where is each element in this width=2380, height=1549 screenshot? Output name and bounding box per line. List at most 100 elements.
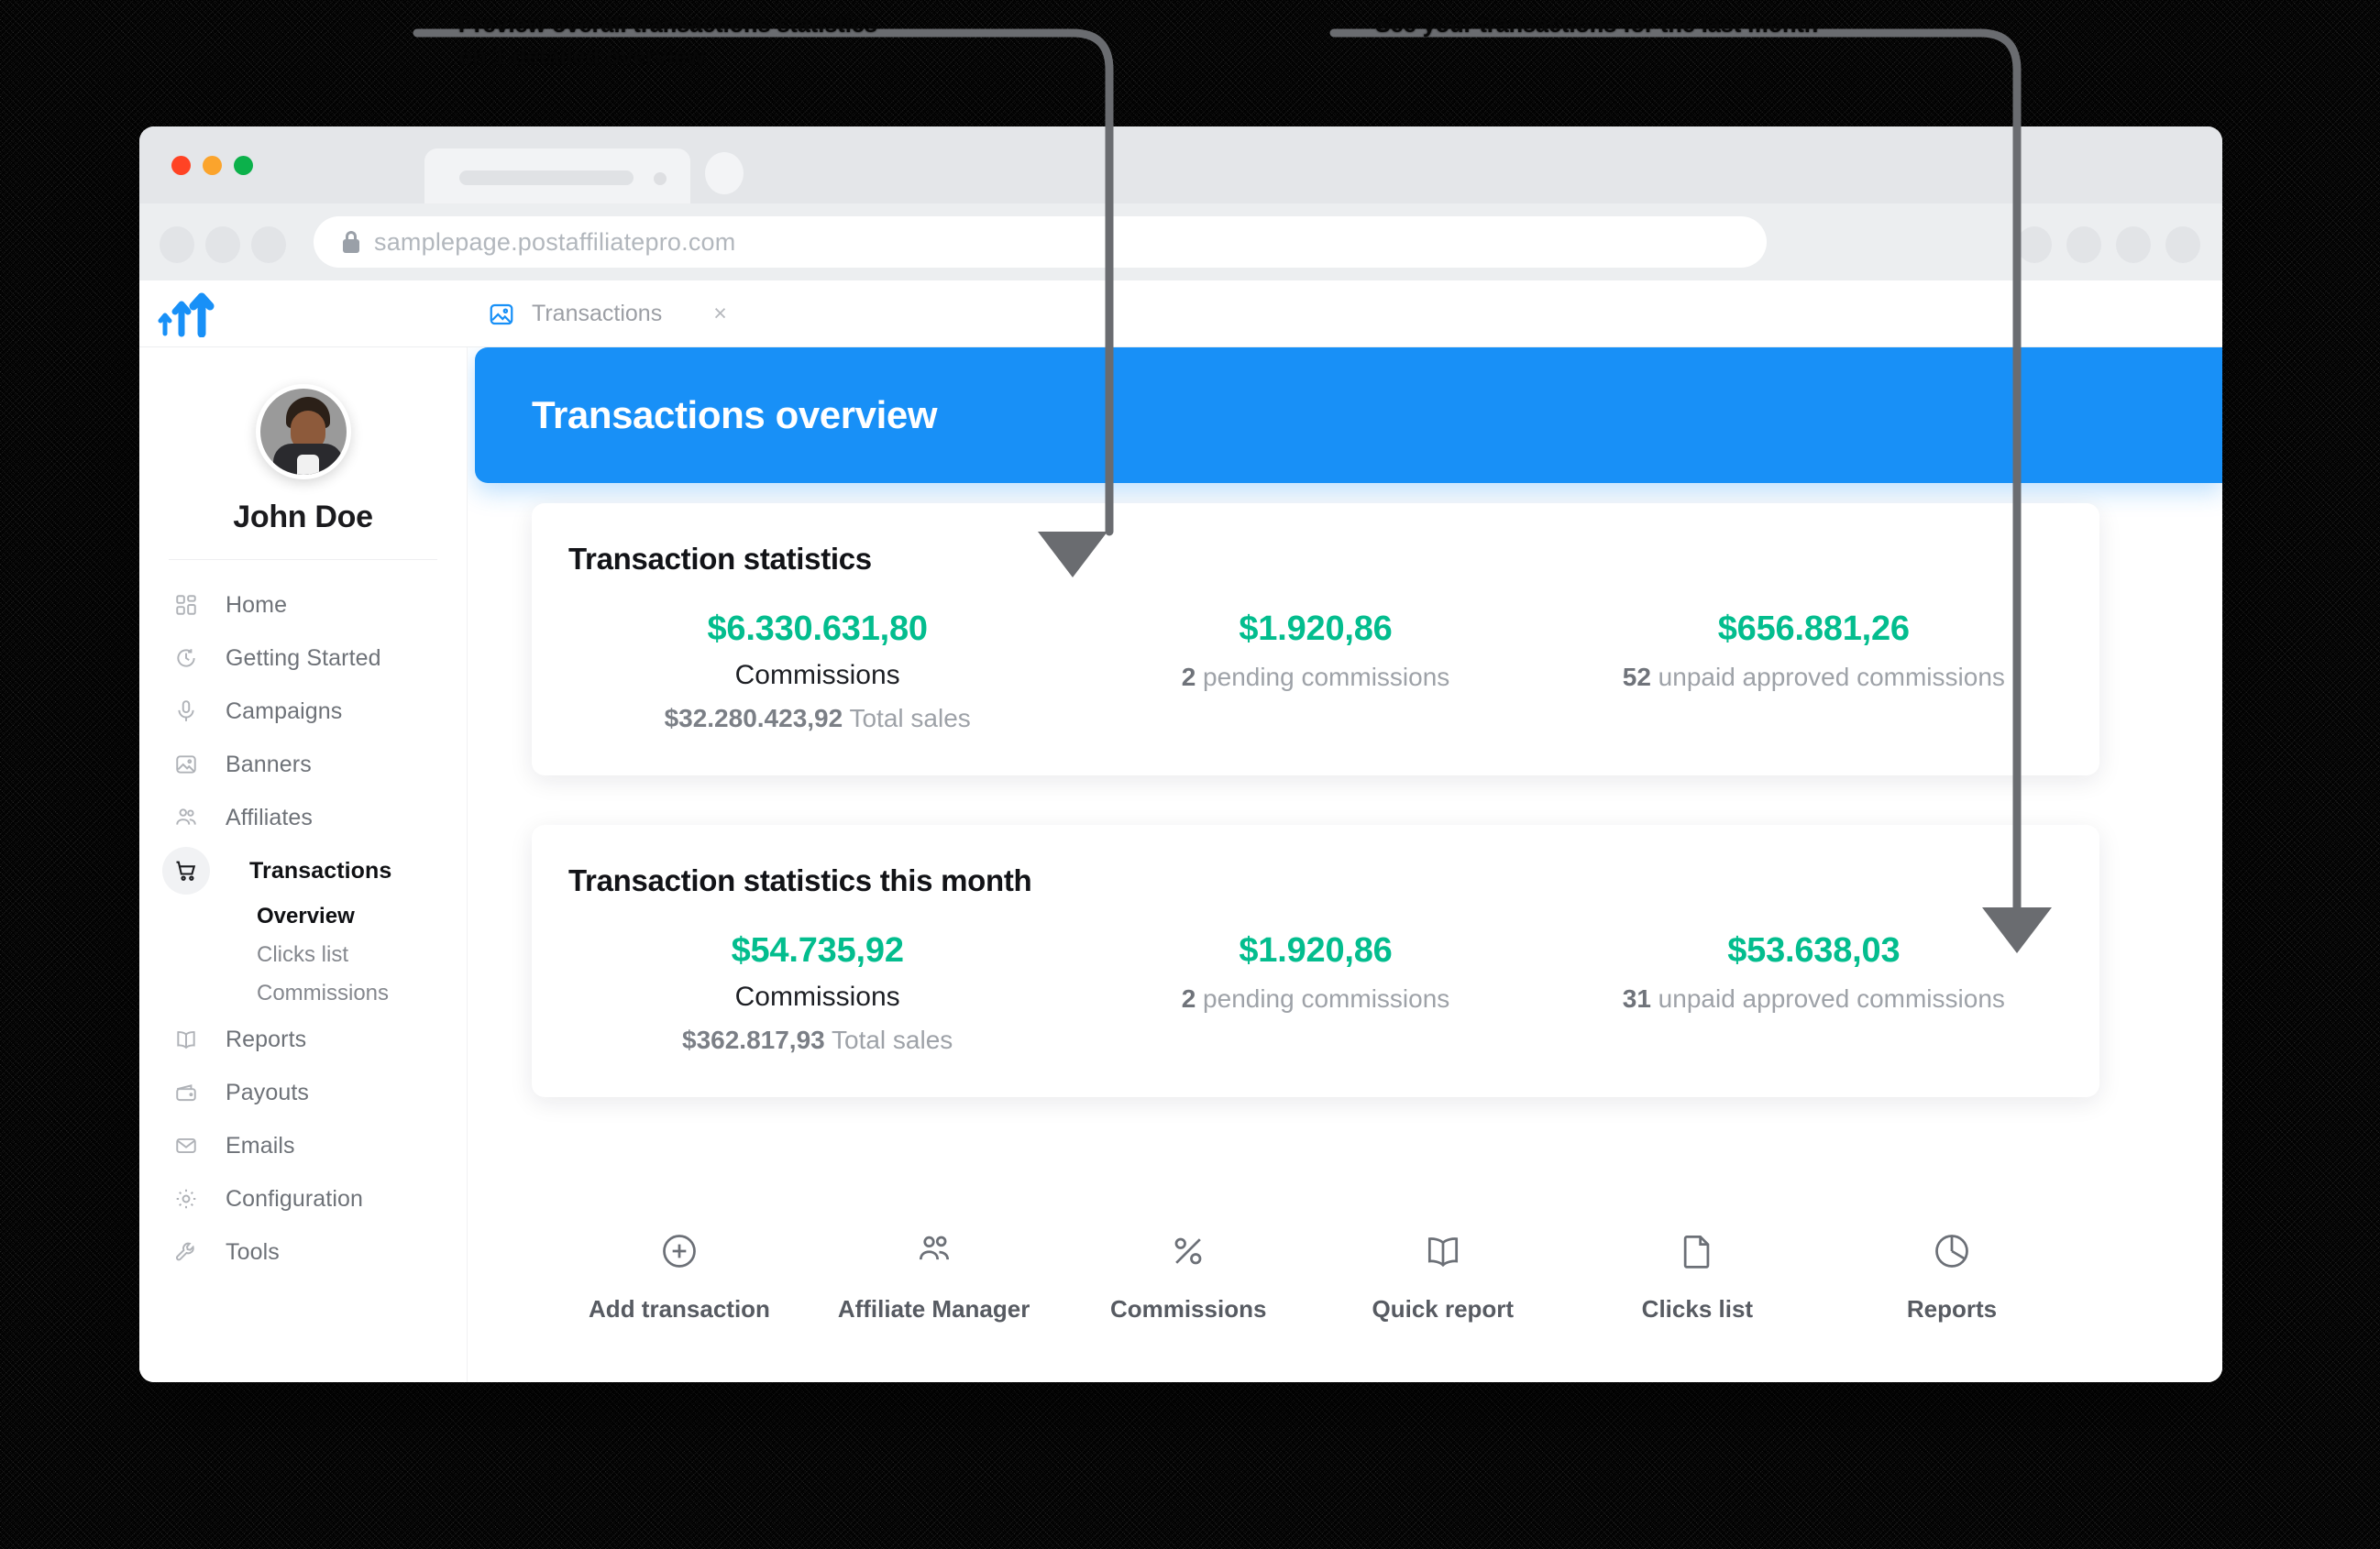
lock-icon — [343, 231, 359, 253]
user-profile[interactable]: John Doe — [139, 347, 467, 535]
browser-tab-close-icon[interactable] — [654, 172, 667, 185]
sidebar-item-label: Emails — [226, 1132, 295, 1159]
forward-button[interactable] — [205, 226, 240, 263]
image-icon — [488, 301, 515, 328]
bookmark-button[interactable] — [2066, 226, 2101, 263]
quick-actions-bar: Add transaction Affiliate Manager — [532, 1227, 2099, 1324]
card-transaction-statistics-this-month: Transaction statistics this month $54.73… — [532, 825, 2099, 1097]
stat-sub-text: Total sales — [824, 1026, 953, 1054]
card-title: Transaction statistics this month — [568, 863, 1032, 897]
avatar — [255, 384, 351, 479]
action-clicks-list[interactable]: Clicks list — [1582, 1227, 1812, 1324]
stat-row: $54.735,92 Commissions $362.817,93 Total… — [568, 931, 2063, 1055]
sidebar-subitem-overview[interactable]: Overview — [139, 897, 467, 936]
wallet-icon — [171, 1077, 202, 1108]
stat-value: $1.920,86 — [1239, 610, 1393, 648]
stat-count: 2 — [1181, 663, 1196, 691]
maximize-window-button[interactable] — [234, 156, 253, 175]
people-icon — [910, 1227, 958, 1275]
sidebar-item-banners[interactable]: Banners — [139, 738, 467, 791]
sidebar-item-home[interactable]: Home — [139, 578, 467, 632]
sidebar-item-label: Reports — [226, 1026, 307, 1052]
plus-circle-icon — [656, 1227, 703, 1275]
address-bar[interactable]: samplepage.postaffiliatepro.com — [314, 216, 1767, 268]
browser-titlebar — [139, 126, 2222, 205]
reload-button[interactable] — [251, 226, 286, 263]
main-content: Transactions overview Transaction statis… — [468, 280, 2222, 1382]
gear-icon — [171, 1183, 202, 1214]
stat-value: $1.920,86 — [1239, 931, 1393, 970]
action-add-transaction[interactable]: Add transaction — [565, 1227, 794, 1324]
stat-count: 31 — [1622, 984, 1651, 1013]
sidebar-subitem-label: Commissions — [257, 981, 390, 1005]
book-icon — [1419, 1227, 1467, 1275]
stat-pending-commissions: $1.920,86 2 pending commissions — [1066, 610, 1564, 733]
sidebar-item-getting-started[interactable]: Getting Started — [139, 632, 467, 685]
card-title: Transaction statistics — [568, 542, 872, 576]
sidebar-item-tools[interactable]: Tools — [139, 1225, 467, 1279]
stat-sub-text: unpaid approved commissions — [1650, 984, 2005, 1013]
sidebar-item-label: Transactions — [249, 857, 392, 884]
sidebar-item-payouts[interactable]: Payouts — [139, 1066, 467, 1119]
action-affiliate-manager[interactable]: Affiliate Manager — [820, 1227, 1049, 1324]
sidebar-subitem-clicks-list[interactable]: Clicks list — [139, 936, 467, 974]
sidebar-item-label: Affiliates — [226, 804, 314, 830]
app-tab-label: Transactions — [532, 301, 663, 326]
sidebar-item-configuration[interactable]: Configuration — [139, 1172, 467, 1225]
content-shell: Transactions overview Transaction statis… — [475, 347, 2222, 1347]
minimize-window-button[interactable] — [203, 156, 222, 175]
stat-sub-text: pending commissions — [1196, 663, 1450, 691]
sidebar-item-transactions[interactable]: Transactions — [139, 844, 467, 897]
sidebar-item-reports[interactable]: Reports — [139, 1013, 467, 1066]
book-icon — [171, 1024, 202, 1055]
stat-commissions: $54.735,92 Commissions $362.817,93 Total… — [568, 931, 1066, 1055]
browser-tab[interactable] — [424, 148, 690, 205]
app-tab-bar: Transactions × — [139, 280, 2222, 347]
stat-subtext: 52 unpaid approved commissions — [1574, 658, 2054, 697]
stat-label: Commissions — [734, 660, 900, 690]
stat-sub-text: pending commissions — [1196, 984, 1450, 1013]
card-transaction-statistics: Transaction statistics $6.330.631,80 Com… — [532, 503, 2099, 775]
menu-button[interactable] — [2165, 226, 2200, 263]
action-reports[interactable]: Reports — [1837, 1227, 2066, 1324]
action-label: Clicks list — [1641, 1295, 1754, 1323]
action-quick-report[interactable]: Quick report — [1328, 1227, 1558, 1324]
sidebar-subitem-commissions[interactable]: Commissions — [139, 974, 467, 1013]
sidebar-item-label: Configuration — [226, 1185, 364, 1212]
user-name: John Doe — [233, 500, 373, 534]
browser-toolbar: samplepage.postaffiliatepro.com — [139, 203, 2222, 280]
envelope-icon — [171, 1130, 202, 1161]
sidebar-item-label: Getting Started — [226, 644, 381, 671]
close-icon[interactable]: × — [713, 301, 727, 326]
sidebar-item-emails[interactable]: Emails — [139, 1119, 467, 1172]
stat-unpaid-approved-commissions: $53.638,03 31 unpaid approved commission… — [1565, 931, 2063, 1055]
sidebar-divider — [169, 559, 437, 560]
stat-subtext: 2 pending commissions — [1075, 658, 1555, 697]
close-window-button[interactable] — [171, 156, 191, 175]
pie-chart-icon — [1928, 1227, 1976, 1275]
page-title: Transactions overview — [532, 393, 938, 436]
extensions-button[interactable] — [2017, 226, 2052, 263]
profile-button[interactable] — [2116, 226, 2151, 263]
stat-pending-commissions: $1.920,86 2 pending commissions — [1066, 931, 1564, 1055]
stat-count: 52 — [1622, 663, 1651, 691]
address-bar-url: samplepage.postaffiliatepro.com — [374, 227, 736, 256]
action-commissions[interactable]: Commissions — [1074, 1227, 1303, 1324]
page-header-banner: Transactions overview — [475, 347, 2222, 483]
browser-tab-title-placeholder — [459, 170, 634, 185]
sidebar-subitem-label: Clicks list — [257, 942, 348, 967]
action-label: Affiliate Manager — [837, 1295, 1030, 1323]
sidebar-item-campaigns[interactable]: Campaigns — [139, 685, 467, 738]
back-button[interactable] — [160, 226, 194, 263]
app-tab-transactions[interactable]: Transactions × — [468, 280, 747, 347]
sidebar-item-affiliates[interactable]: Affiliates — [139, 791, 467, 844]
new-tab-button[interactable] — [705, 152, 744, 194]
microphone-icon — [171, 696, 202, 727]
stat-subtext: $362.817,93 Total sales — [578, 1026, 1057, 1055]
stat-row: $6.330.631,80 Commissions $32.280.423,92… — [568, 610, 2063, 733]
traffic-lights — [171, 156, 253, 175]
sidebar-item-label: Tools — [226, 1238, 280, 1265]
app-logo-icon[interactable] — [158, 291, 222, 337]
application: Transactions × John Doe — [139, 280, 2222, 1382]
stat-subtext: 2 pending commissions — [1075, 980, 1555, 1018]
